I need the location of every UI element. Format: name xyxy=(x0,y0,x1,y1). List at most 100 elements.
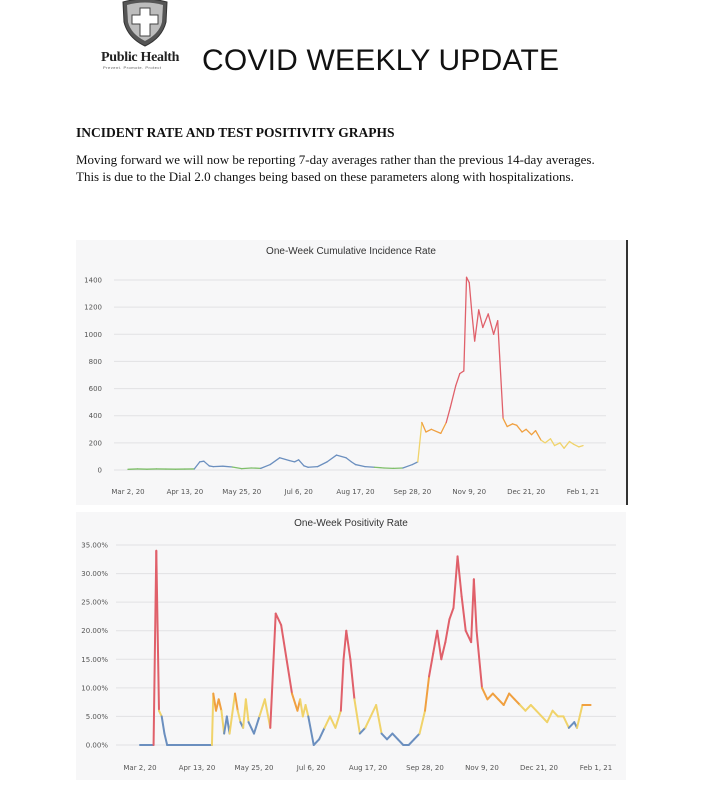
data-line-segment xyxy=(380,732,388,741)
y-tick-label: 1400 xyxy=(84,277,102,285)
data-line-segment xyxy=(210,692,215,746)
x-tick-label: Nov 9, 20 xyxy=(465,764,499,772)
data-line-segment xyxy=(540,439,546,444)
data-line-segment xyxy=(407,738,416,746)
data-line-segment xyxy=(475,629,483,689)
data-line-segment xyxy=(241,467,252,470)
data-line-segment xyxy=(242,698,247,729)
data-line-segment xyxy=(396,738,405,746)
data-line-segment xyxy=(244,698,250,724)
x-tick-label: Apr 13, 20 xyxy=(167,488,204,496)
data-line-segment xyxy=(511,423,518,426)
data-line-segment xyxy=(530,429,537,436)
data-line-segment xyxy=(524,704,532,712)
data-line-segment xyxy=(540,715,549,724)
data-line-segment xyxy=(515,424,523,433)
data-line-segment xyxy=(350,461,357,466)
positivity-rate-plot: 0.00% 5.00% 10.00% 15.00% 20.00% 25.00% 30.00%… xyxy=(81,542,616,772)
data-line-segment xyxy=(345,629,352,661)
y-tick-label: 25.00% xyxy=(81,599,108,607)
data-line-segment xyxy=(274,612,283,626)
chart-title: One-Week Cumulative Incidence Rate xyxy=(266,246,436,257)
x-tick-label: Mar 2, 20 xyxy=(123,764,156,772)
data-line-segment xyxy=(386,732,394,741)
data-line-segment xyxy=(217,698,223,712)
data-line-segment xyxy=(424,675,431,712)
y-tick-label: 20.00% xyxy=(81,627,108,635)
data-line-segment xyxy=(465,276,470,284)
data-line-segment xyxy=(260,463,271,470)
data-line-segment xyxy=(345,457,353,463)
data-line-segment xyxy=(460,595,467,632)
data-line-segment xyxy=(428,652,435,678)
y-tick-label: 35.00% xyxy=(81,542,108,550)
data-line-segment xyxy=(339,658,345,712)
data-line-segment xyxy=(293,459,300,463)
data-line-segment xyxy=(288,459,296,463)
data-line-segment xyxy=(307,715,315,746)
y-tick-label: 0 xyxy=(98,467,102,475)
positivity-rate-chart: One-Week Positivity Rate 0.00% 5.00% 10.00… xyxy=(76,512,626,780)
data-line-segment xyxy=(448,606,455,621)
data-line-segment xyxy=(247,721,255,735)
data-line-segment xyxy=(502,417,508,428)
data-line-segment xyxy=(155,549,160,712)
data-line-segment xyxy=(203,460,210,467)
data-line-segment xyxy=(544,438,552,444)
data-line-segment xyxy=(519,704,527,712)
data-line-segment xyxy=(529,704,538,712)
incidence-rate-chart: One-Week Cumulative Incidence Rate 0 200 4… xyxy=(76,240,628,505)
data-line-segment xyxy=(369,704,378,718)
incidence-rate-plot: 0 200 400 600 800 1000 1200 1400 Mar 2, 20 Apr 13… xyxy=(84,276,606,496)
data-line-segment xyxy=(459,370,465,375)
data-line-segment xyxy=(285,658,293,695)
data-line-segment xyxy=(297,459,305,467)
data-line-segment xyxy=(391,732,399,741)
data-line-segment xyxy=(471,313,476,342)
data-line-segment xyxy=(486,692,494,701)
data-line-segment xyxy=(291,692,299,712)
chart-title: One-Week Positivity Rate xyxy=(294,518,408,529)
data-line-segment xyxy=(455,372,461,387)
data-line-segment xyxy=(568,440,575,445)
y-tick-label: 5.00% xyxy=(86,713,109,721)
x-tick-label: Apr 13, 20 xyxy=(179,764,216,772)
data-line-segment xyxy=(158,709,163,718)
x-tick-label: Sep 28, 20 xyxy=(406,764,444,772)
data-line-segment xyxy=(326,454,338,463)
public-health-shield-logo xyxy=(122,0,168,47)
data-line-segment xyxy=(417,421,423,463)
data-line-segment xyxy=(474,309,480,342)
data-line-segment xyxy=(234,692,239,712)
data-line-segment xyxy=(373,466,385,469)
data-line-segment xyxy=(506,423,514,428)
data-line-segment xyxy=(567,721,576,729)
data-line-segment xyxy=(335,454,347,459)
data-line-segment xyxy=(212,692,217,712)
data-line-segment xyxy=(578,444,584,448)
data-line-segment xyxy=(463,276,468,372)
data-line-segment xyxy=(470,578,475,644)
x-tick-label: Mar 2, 20 xyxy=(111,488,144,496)
page-title: COVID WEEKLY UPDATE xyxy=(202,44,560,77)
data-line-segment xyxy=(578,704,584,718)
data-line-segment xyxy=(525,428,533,436)
data-line-segment xyxy=(354,463,366,468)
data-line-segment xyxy=(534,429,542,441)
data-line-segment xyxy=(358,726,367,735)
data-line-segment xyxy=(482,313,489,329)
data-line-segment xyxy=(502,692,511,706)
logo-tagline: Prevent. Promote. Protect xyxy=(103,65,162,70)
data-line-segment xyxy=(468,282,473,315)
data-line-segment xyxy=(497,698,505,706)
data-line-segment xyxy=(444,618,451,644)
data-line-segment xyxy=(478,309,484,329)
data-line-segment xyxy=(491,692,500,701)
data-line-segment xyxy=(263,698,272,729)
y-tick-label: 1200 xyxy=(84,304,102,312)
data-line-segment xyxy=(411,461,419,466)
x-tick-label: Sep 28, 20 xyxy=(394,488,432,496)
data-line-segment xyxy=(163,732,169,746)
data-line-segment xyxy=(349,658,356,701)
data-line-segment xyxy=(559,442,565,449)
